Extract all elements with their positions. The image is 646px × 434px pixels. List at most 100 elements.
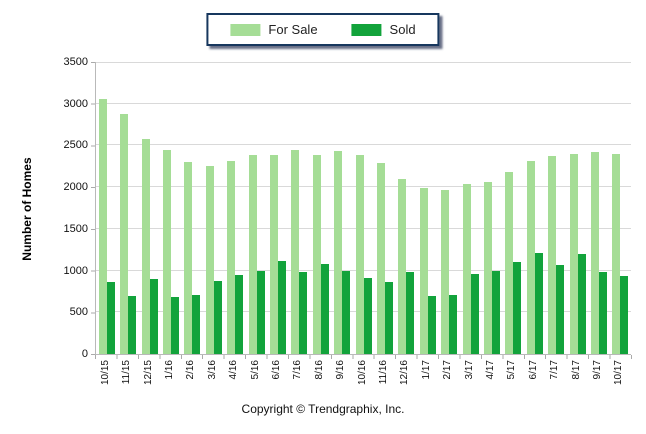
bar-for-sale-3/17 [462,183,471,354]
bar-group-12/15 [139,62,160,354]
gridline-2500 [96,144,631,146]
bar-sold-12/16 [406,272,415,354]
legend: For Sale Sold [206,13,440,46]
legend-label-sold: Sold [389,22,416,37]
bar-sold-6/17 [534,253,543,354]
bar-sold-2/17 [449,294,458,354]
bar-group-8/16 [310,62,331,354]
bar-for-sale-2/16 [184,162,193,354]
bar-sold-1/16 [170,297,179,354]
bar-sold-10/16 [363,278,372,354]
x-tick-label-text: 7/16 [292,360,304,380]
bar-for-sale-1/16 [162,149,171,354]
x-tick-label-4/16: 4/16 [223,360,244,404]
bar-sold-8/17 [577,253,586,354]
x-tick-label-text: 6/17 [527,360,539,380]
bar-group-9/17 [588,62,609,354]
x-tick-label-8/16: 8/16 [309,360,330,404]
x-tick-label-text: 3/16 [206,360,218,380]
sold-swatch [351,23,382,36]
x-tick-label-1/17: 1/17 [416,360,437,404]
bar-group-3/16 [203,62,224,354]
x-tick-label-text: 8/16 [313,360,325,380]
bar-sold-5/16 [256,270,265,354]
x-axis-ticks [95,355,632,359]
bar-group-3/17 [460,62,481,354]
bar-sold-7/16 [299,272,308,354]
x-tick-label-text: 4/17 [485,360,497,380]
x-tick-label-text: 2/16 [185,360,197,380]
gridline-3500 [96,62,631,63]
x-tick-label-text: 1/16 [163,360,175,380]
x-tick-label-11/15: 11/15 [116,360,137,404]
bar-sold-12/15 [149,278,158,354]
bar-sold-11/16 [384,282,393,354]
x-tick-label-4/17: 4/17 [480,360,501,404]
x-axis-labels: 10/15 11/15 12/15 1/16 2/16 3/16 4/16 5/16 6/16 7… [95,360,630,404]
x-tick-label-8/17: 8/17 [566,360,587,404]
bar-sold-10/15 [106,282,115,354]
bar-group-2/16 [182,62,203,354]
x-tick-label-7/17: 7/17 [545,360,566,404]
x-tick-label-3/16: 3/16 [202,360,223,404]
x-tick-label-text: 3/17 [463,360,475,380]
bar-group-10/16 [353,62,374,354]
bars-container [96,62,631,354]
bar-sold-4/16 [235,274,244,354]
bar-for-sale-11/16 [376,162,385,354]
x-tick-label-6/17: 6/17 [523,360,544,404]
bar-group-1/17 [417,62,438,354]
bar-sold-3/16 [213,281,222,354]
bar-group-7/16 [289,62,310,354]
x-tick-label-12/15: 12/15 [138,360,159,404]
y-axis-labels: 0 500 1000 1500 2000 2500 3000 3500 [0,56,88,360]
bar-for-sale-11/15 [120,113,129,354]
x-tick-label-1/16: 1/16 [159,360,180,404]
bar-group-4/16 [224,62,245,354]
bar-group-2/17 [439,62,460,354]
bar-sold-3/17 [470,273,479,354]
y-tick-label-500: 500 [69,306,88,319]
x-tick-label-text: 12/15 [142,360,154,386]
x-tick-label-text: 10/15 [99,360,111,386]
x-tick-label-5/17: 5/17 [502,360,523,404]
bar-group-1/16 [160,62,181,354]
bar-group-12/16 [396,62,417,354]
bar-sold-1/17 [427,295,436,354]
x-tick-label-text: 2/17 [442,360,454,380]
bar-for-sale-8/17 [569,153,578,354]
bar-group-6/17 [524,62,545,354]
y-tick-label-3500: 3500 [63,56,88,68]
bar-sold-6/16 [277,260,286,354]
bar-sold-5/17 [513,262,522,354]
x-tick-label-text: 10/17 [613,360,625,386]
x-tick-label-text: 4/16 [228,360,240,380]
x-tick-label-text: 11/16 [377,360,389,385]
y-tick-label-2500: 2500 [63,139,88,152]
bar-group-7/17 [546,62,567,354]
bar-for-sale-9/17 [591,152,600,354]
y-axis-ticks [91,62,95,355]
bar-sold-11/15 [128,296,137,354]
bar-sold-9/17 [599,272,608,354]
bar-for-sale-4/16 [227,161,236,354]
bar-sold-8/16 [320,263,329,354]
bar-for-sale-9/16 [334,151,343,354]
x-tick-label-3/17: 3/17 [459,360,480,404]
bar-for-sale-3/16 [205,166,214,354]
bar-sold-10/17 [620,275,629,354]
x-tick-label-text: 11/15 [121,360,133,385]
x-tick-label-10/16: 10/16 [352,360,373,404]
y-tick-label-0: 0 [81,348,88,360]
bar-group-9/16 [331,62,352,354]
bar-sold-4/17 [492,271,501,354]
x-tick-label-7/16: 7/16 [288,360,309,404]
x-tick-label-text: 5/17 [506,360,518,380]
x-tick-label-text: 6/16 [270,360,282,380]
y-tick-label-1500: 1500 [63,222,88,235]
x-tick-label-text: 8/17 [570,360,582,380]
x-tick-label-12/16: 12/16 [395,360,416,404]
bar-for-sale-5/17 [505,172,514,354]
x-tick-label-9/17: 9/17 [587,360,608,404]
